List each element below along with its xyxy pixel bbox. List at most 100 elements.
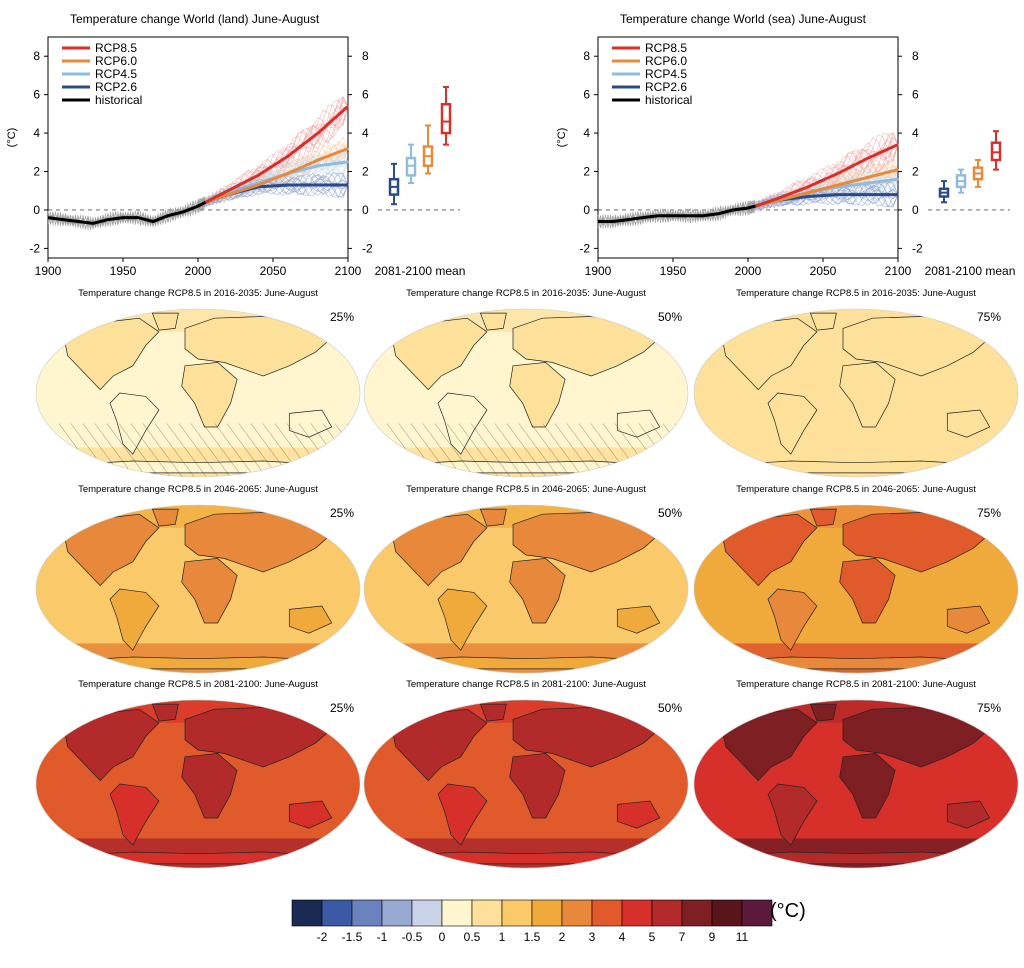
continent-antarctica	[73, 460, 323, 474]
continent-antarctica	[401, 851, 651, 865]
hatch-line	[506, 423, 548, 477]
hatch-line	[494, 423, 536, 477]
colorbar-swatch	[741, 899, 773, 927]
ensemble-member-line	[755, 182, 899, 211]
map-outline	[35, 504, 361, 674]
map-outline	[693, 699, 1019, 869]
ensemble-member-line	[205, 144, 349, 205]
map-percentile: 75%	[977, 310, 1002, 324]
legend-label: historical	[645, 93, 692, 107]
continent-samerica	[767, 588, 818, 651]
continent-samerica	[767, 392, 818, 455]
colorbar-swatch	[291, 899, 323, 927]
colorbar-label: -0.5	[402, 930, 423, 944]
x-tick-label: 1950	[110, 264, 137, 278]
mean-axis-label: 2081-2100 mean	[375, 264, 466, 278]
x-tick-label: 1950	[660, 264, 687, 278]
world-map	[693, 699, 1019, 869]
hatch-line	[482, 423, 524, 477]
y-axis-label: (°C)	[556, 128, 568, 148]
colorbar-label: 3	[589, 930, 596, 944]
map-title: Temperature change RCP8.5 in 2016-2035: …	[406, 288, 646, 299]
continent-australia	[616, 605, 661, 634]
y-tick-label: 2	[583, 165, 590, 179]
map-fill	[364, 309, 688, 477]
hatch-line	[118, 423, 160, 477]
hatch-line	[106, 423, 148, 477]
hatch-line	[674, 423, 688, 477]
legend-label: RCP8.5	[645, 41, 687, 55]
continent-samerica	[109, 588, 160, 651]
continent-australia	[946, 800, 991, 829]
map-title: Temperature change RCP8.5 in 2081-2100: …	[406, 679, 646, 690]
hatch-line	[130, 423, 172, 477]
map-fill	[694, 700, 1018, 868]
colorbar-svg: -2 -1.5 -1 -0.5 0 0.5 1 1.5 2 3 4 5 7 9 11	[291, 899, 773, 944]
continent-samerica	[437, 783, 488, 846]
world-map	[35, 308, 361, 478]
world-map	[363, 699, 689, 869]
ensemble-member-line	[47, 198, 206, 229]
continent-samerica	[109, 392, 160, 455]
colorbar-label: 9	[709, 930, 716, 944]
continent-eurasia	[184, 707, 336, 768]
ensemble-member-line	[755, 186, 899, 206]
y-tick-label-right: 2	[362, 165, 369, 179]
y-tick-label-right: 0	[912, 203, 919, 217]
continent-namerica	[63, 708, 160, 782]
x-tick-label: 1900	[35, 264, 62, 278]
ensemble-member-line	[755, 172, 899, 208]
series-line-historical	[47, 200, 207, 225]
continent-greenland	[479, 312, 507, 331]
y-tick-label: 4	[583, 126, 590, 140]
colorbar-label: -1	[377, 930, 388, 944]
y-tick-label: 0	[33, 203, 40, 217]
y-tick-label-right: 6	[362, 88, 369, 102]
continent-antarctica	[73, 656, 323, 670]
mean-axis-label: 2081-2100 mean	[925, 264, 1016, 278]
map-percentile: 50%	[658, 701, 683, 715]
continent-antarctica	[731, 851, 981, 865]
map-outline	[35, 308, 361, 478]
x-tick-label: 1900	[585, 264, 612, 278]
y-tick-label-right: 0	[362, 203, 369, 217]
world-map	[35, 504, 361, 674]
continent-australia	[288, 800, 333, 829]
map-fill	[694, 505, 1018, 673]
colorbar-label: 11	[736, 930, 749, 944]
map-title: Temperature change RCP8.5 in 2081-2100: …	[736, 679, 976, 690]
colorbar-label: 2	[559, 930, 566, 944]
map-percentile: 25%	[330, 310, 355, 324]
colorbar-swatch	[441, 899, 473, 927]
hatch-line	[346, 423, 360, 477]
colorbar-label: 5	[649, 930, 656, 944]
map-fill	[694, 309, 1018, 477]
map-panel: Temperature change RCP8.5 in 2046-2065: …	[33, 484, 363, 676]
continent-namerica	[63, 513, 160, 587]
ensemble-member-line	[597, 200, 756, 227]
ensemble-member-line	[205, 177, 349, 203]
continent-eurasia	[842, 316, 994, 377]
continent-africa	[181, 558, 238, 624]
continent-africa	[839, 558, 896, 624]
colorbar-swatch	[411, 899, 443, 927]
map-panel: Temperature change RCP8.5 in 2081-2100: …	[361, 679, 691, 871]
map-title: Temperature change RCP8.5 in 2046-2065: …	[78, 484, 318, 495]
hatch-line	[166, 423, 208, 477]
y-tick-label: -2	[579, 241, 590, 255]
timeseries-sea: Temperature change World (sea) June-Augu…	[550, 0, 1024, 285]
colorbar-swatch	[681, 899, 713, 927]
map-outline	[363, 504, 689, 674]
hatch-line	[202, 423, 244, 477]
map-percentile: 75%	[977, 701, 1002, 715]
hatch-line	[518, 423, 560, 477]
colorbar-label: -2	[317, 930, 328, 944]
map-percentile: 50%	[658, 506, 683, 520]
colorbar-label: 1.5	[524, 930, 541, 944]
world-map	[35, 699, 361, 869]
map-title: Temperature change RCP8.5 in 2016-2035: …	[78, 288, 318, 299]
x-tick-label: 2000	[185, 264, 212, 278]
hatch-line	[458, 423, 500, 477]
hatch-line	[178, 423, 220, 477]
x-tick-label: 2050	[810, 264, 837, 278]
